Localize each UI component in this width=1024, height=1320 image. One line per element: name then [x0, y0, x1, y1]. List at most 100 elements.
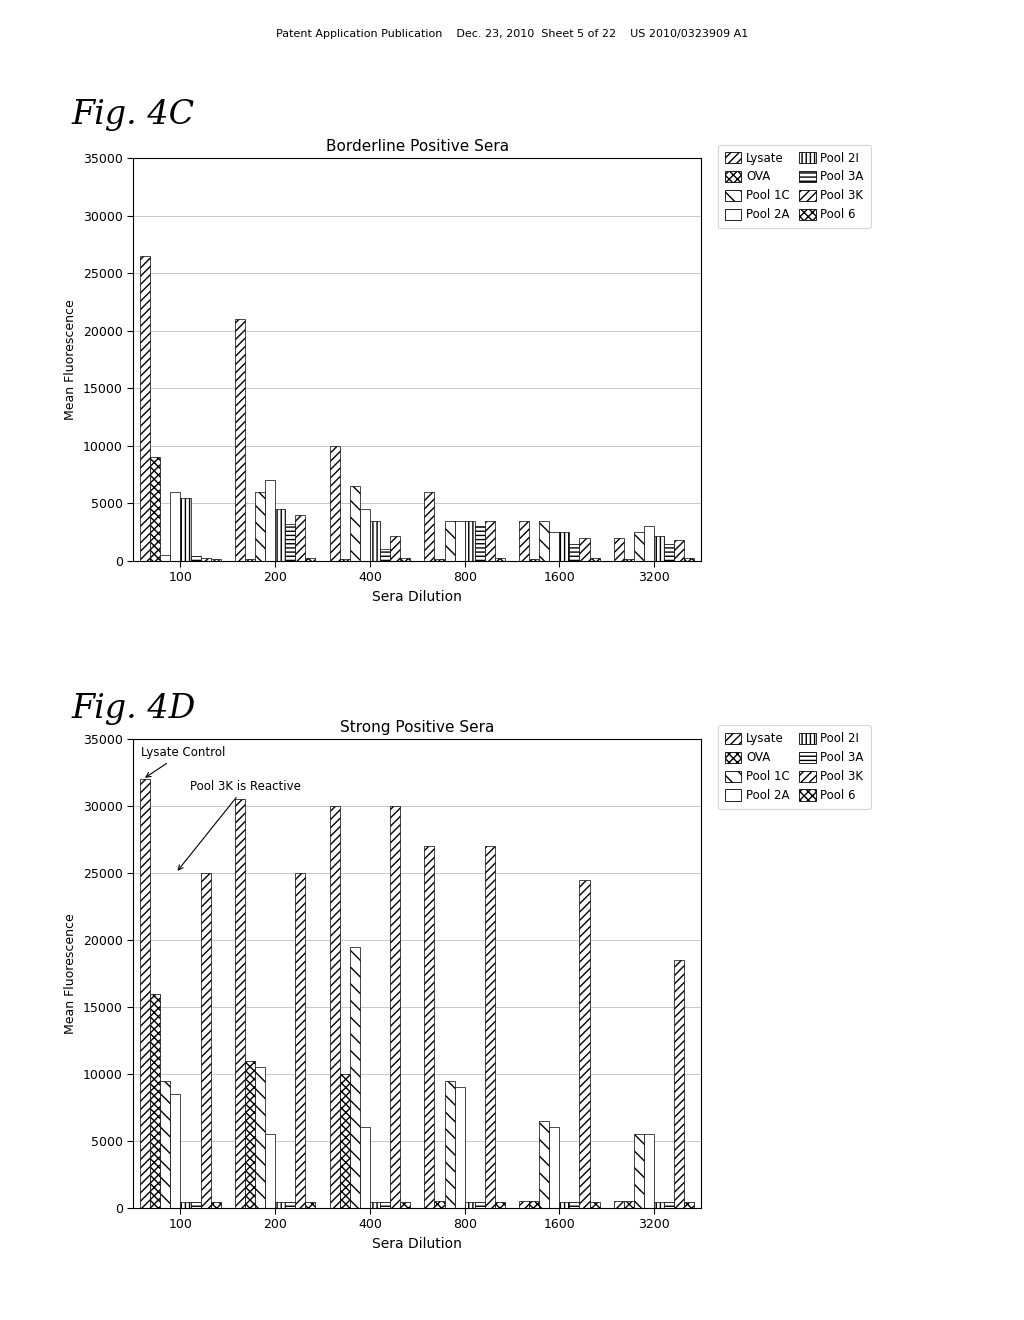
X-axis label: Sera Dilution: Sera Dilution [373, 590, 462, 605]
Bar [654, 536, 665, 561]
Bar [559, 1203, 569, 1208]
Text: Fig. 4C: Fig. 4C [72, 99, 195, 131]
Bar [424, 492, 434, 561]
Bar [180, 1203, 190, 1208]
Bar [549, 532, 559, 561]
Bar [590, 557, 600, 561]
Bar [613, 1201, 624, 1208]
Bar [286, 524, 295, 561]
Bar [340, 558, 350, 561]
Bar [665, 1203, 674, 1208]
Bar [275, 510, 286, 561]
Text: Pool 3K is Reactive: Pool 3K is Reactive [178, 780, 301, 870]
Bar [434, 1201, 444, 1208]
Text: Lysate Control: Lysate Control [140, 746, 225, 777]
Bar [359, 510, 370, 561]
Bar [569, 1203, 580, 1208]
Bar [295, 515, 305, 561]
Bar [559, 532, 569, 561]
Bar [549, 1127, 559, 1208]
Bar [540, 1121, 549, 1208]
Bar [211, 558, 221, 561]
Bar [434, 558, 444, 561]
Bar [161, 1081, 170, 1208]
Bar [495, 557, 505, 561]
Bar [305, 1203, 315, 1208]
Bar [475, 1203, 484, 1208]
Bar [275, 1203, 286, 1208]
Text: Fig. 4D: Fig. 4D [72, 693, 196, 725]
Legend: Lysate, OVA, Pool 1C, Pool 2A, Pool 2I, Pool 3A, Pool 3K, Pool 6: Lysate, OVA, Pool 1C, Pool 2A, Pool 2I, … [718, 725, 870, 809]
Bar [634, 1134, 644, 1208]
Bar [255, 1067, 265, 1208]
Bar [634, 532, 644, 561]
Bar [390, 807, 400, 1208]
Bar [455, 1088, 465, 1208]
Bar [201, 873, 211, 1208]
Bar [170, 492, 180, 561]
Bar [245, 1060, 255, 1208]
Title: Strong Positive Sera: Strong Positive Sera [340, 721, 495, 735]
Bar [234, 319, 245, 561]
Bar [644, 1134, 654, 1208]
Bar [350, 946, 359, 1208]
Bar [475, 527, 484, 561]
Bar [140, 256, 151, 561]
Bar [569, 544, 580, 561]
Bar [330, 446, 340, 561]
Bar [444, 521, 455, 561]
Bar [424, 846, 434, 1208]
Bar [495, 1203, 505, 1208]
Bar [484, 521, 495, 561]
Bar [684, 557, 694, 561]
Bar [465, 1203, 475, 1208]
Bar [400, 557, 411, 561]
Bar [211, 1203, 221, 1208]
Bar [519, 521, 529, 561]
Bar [580, 880, 590, 1208]
Bar [484, 846, 495, 1208]
Bar [255, 492, 265, 561]
Bar [370, 1203, 380, 1208]
Bar [400, 1203, 411, 1208]
Bar [190, 557, 201, 561]
Bar [190, 1203, 201, 1208]
Bar [580, 539, 590, 561]
Bar [370, 521, 380, 561]
Bar [444, 1081, 455, 1208]
Bar [161, 556, 170, 561]
Bar [350, 486, 359, 561]
Bar [305, 557, 315, 561]
Bar [390, 536, 400, 561]
Bar [674, 960, 684, 1208]
Text: Patent Application Publication    Dec. 23, 2010  Sheet 5 of 22    US 2010/032390: Patent Application Publication Dec. 23, … [275, 29, 749, 40]
Bar [674, 540, 684, 561]
Bar [529, 558, 540, 561]
Bar [665, 544, 674, 561]
Bar [180, 498, 190, 561]
Y-axis label: Mean Fluorescence: Mean Fluorescence [65, 913, 77, 1034]
Bar [265, 1134, 275, 1208]
Bar [140, 779, 151, 1208]
Bar [170, 1094, 180, 1208]
Bar [684, 1203, 694, 1208]
Bar [245, 558, 255, 561]
Bar [286, 1203, 295, 1208]
Bar [465, 521, 475, 561]
X-axis label: Sera Dilution: Sera Dilution [373, 1237, 462, 1251]
Bar [613, 539, 624, 561]
Y-axis label: Mean Fluorescence: Mean Fluorescence [65, 300, 77, 420]
Bar [644, 527, 654, 561]
Bar [359, 1127, 370, 1208]
Bar [234, 800, 245, 1208]
Bar [151, 994, 161, 1208]
Bar [519, 1201, 529, 1208]
Bar [529, 1201, 540, 1208]
Bar [455, 521, 465, 561]
Bar [380, 549, 390, 561]
Bar [330, 807, 340, 1208]
Bar [540, 521, 549, 561]
Bar [624, 1201, 634, 1208]
Bar [201, 557, 211, 561]
Bar [295, 873, 305, 1208]
